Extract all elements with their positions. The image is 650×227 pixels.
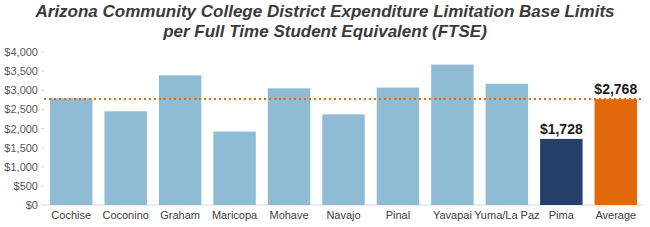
y-tick-label: $4,000 [4,46,38,58]
x-tick-label: Yavapai [433,209,472,221]
y-tick-label: $2,000 [4,123,38,135]
bar [486,84,528,205]
bar [377,88,419,205]
y-tick [41,71,44,72]
y-tick-label: $0 [26,199,38,211]
bar [50,98,92,205]
data-label: $1,728 [540,121,583,137]
y-tick [41,128,44,129]
y-tick-label: $3,000 [4,84,38,96]
y-tick-label: $3,500 [4,65,38,77]
chart: $0 $500 $1,000 $1,500 $2,000 $2,500 $3,000 $3,5… [0,0,650,227]
bar [540,139,582,205]
y-tick [41,147,44,148]
x-tick-label: Average [595,209,636,221]
y-tick-label: $2,500 [4,103,38,115]
bar [159,75,201,205]
x-tick-label: Coconino [102,209,148,221]
y-tick-label: $1,500 [4,142,38,154]
bar [322,114,364,205]
x-tick-label: Pima [549,209,575,221]
x-tick-label: Cochise [51,209,91,221]
y-tick [41,90,44,91]
x-tick-label: Yuma/La Paz [474,209,539,221]
x-tick-label: Navajo [326,209,360,221]
bar [104,111,146,205]
y-tick [41,52,44,53]
x-tick-label: Maricopa [212,209,258,221]
y-tick [41,109,44,110]
y-tick-label: $1,000 [4,161,38,173]
bar [431,65,473,205]
x-tick-label: Graham [160,209,200,221]
bar [268,88,310,205]
x-tick-label: Mohave [269,209,308,221]
bars [44,65,643,205]
data-label: $2,768 [594,81,637,97]
chart-title: Arizona Community College District Expen… [20,2,630,42]
bar [595,99,637,205]
x-tick-label: Pinal [386,209,410,221]
y-tick-label: $500 [14,180,38,192]
y-tick [41,205,44,206]
average-line [44,98,643,100]
y-tick [41,166,44,167]
bar [213,132,255,205]
y-tick [41,185,44,186]
